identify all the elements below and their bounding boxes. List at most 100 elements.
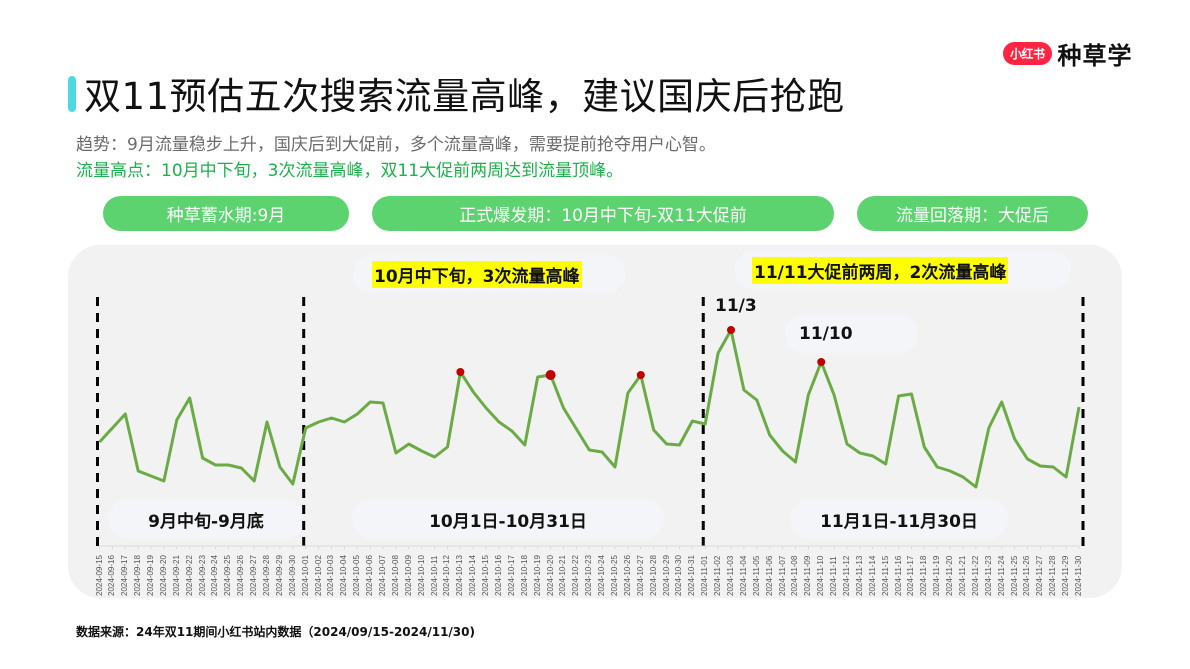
x-axis-label: 2024-11-19 (932, 555, 942, 596)
x-axis-label: 2024-10-23 (584, 555, 594, 596)
x-axis-label: 2024-10-18 (519, 555, 529, 596)
x-axis-label: 2024-10-13 (455, 555, 465, 596)
title-accent-bar (68, 76, 76, 112)
x-axis-label: 2024-10-01 (300, 555, 310, 596)
x-axis-label: 2024-11-12 (842, 555, 851, 596)
x-axis-label: 2024-09-29 (274, 555, 284, 596)
x-axis-label: 2024-11-23 (983, 555, 993, 596)
subtitle-peaks: 流量高点：10月中下旬，3次流量高峰，双11大促前两周达到流量顶峰。 (76, 161, 624, 181)
peak-marker (727, 326, 736, 334)
page-title: 双11预估五次搜索流量高峰，建议国庆后抢跑 (84, 75, 845, 118)
x-axis-label: 2024-11-07 (777, 555, 787, 596)
x-axis-label: 2024-09-27 (249, 555, 259, 596)
brand-name: 种草学 (1057, 42, 1133, 70)
x-axis-label: 2024-10-19 (532, 555, 542, 596)
x-axis-label: 2024-10-07 (378, 555, 388, 596)
peak-pill-bg (785, 315, 918, 353)
x-axis-label: 2024-11-03 (726, 555, 736, 596)
x-axis-label: 2024-10-25 (610, 555, 620, 596)
x-axis-label: 2024-11-13 (854, 555, 864, 596)
phase-pill-seeding: 种草蓄水期:9月 (103, 196, 349, 231)
data-source-note: 数据来源：24年双11期间小红书站内数据（2024/09/15-2024/11/… (76, 625, 475, 639)
x-axis-label: 2024-11-24 (996, 555, 1006, 596)
x-axis-label: 2024-09-20 (158, 555, 168, 596)
subtitle-trend: 趋势：9月流量稳步上升，国庆后到大促前，多个流量高峰，需要提前抢夺用户心智。 (76, 135, 716, 155)
period-pill-september: 9月中旬-9月底 (108, 499, 304, 539)
x-axis-label: 2024-09-15 (94, 555, 104, 596)
peak-label-11-3: 11/3 (715, 296, 757, 316)
x-axis-label: 2024-10-31 (687, 555, 697, 596)
x-axis-label: 2024-10-21 (558, 555, 568, 596)
x-axis-label: 2024-10-24 (597, 555, 607, 596)
peak-marker (456, 368, 465, 376)
x-axis-label: 2024-11-26 (1022, 555, 1032, 596)
x-axis-label: 2024-10-10 (416, 555, 426, 596)
brand-logo: 小红书 种草学 (1003, 36, 1133, 71)
x-axis-label: 2024-11-14 (867, 555, 877, 596)
x-axis-label: 2024-10-16 (494, 555, 504, 596)
x-axis-label: 2024-09-16 (107, 555, 117, 596)
phase-pill-decline: 流量回落期：大促后 (857, 196, 1088, 231)
x-axis-label: 2024-09-30 (287, 555, 297, 596)
x-axis-label: 2024-10-12 (442, 555, 452, 596)
x-axis-label: 2024-11-04 (738, 555, 748, 596)
x-axis-label: 2024-10-11 (429, 555, 439, 596)
peak-markers (456, 326, 826, 380)
x-axis-label: 2024-11-05 (751, 555, 761, 596)
x-axis-label: 2024-11-10 (816, 555, 826, 596)
peak-marker (636, 371, 645, 379)
x-axis-label: 2024-10-22 (571, 555, 581, 596)
x-axis-label: 2024-10-03 (326, 555, 336, 596)
x-axis-label: 2024-11-09 (803, 555, 813, 596)
highlight-october-label: 10月中下旬，3次流量高峰 (372, 260, 582, 288)
x-axis-label: 2024-10-28 (648, 555, 658, 596)
x-axis-label: 2024-10-17 (506, 555, 516, 596)
x-axis-label: 2024-09-21 (171, 555, 181, 596)
period-pill-november: 11月1日-11月30日 (790, 499, 1008, 539)
x-axis-label: 2024-11-29 (1061, 555, 1071, 596)
x-axis-label: 2024-11-28 (1048, 555, 1058, 596)
peak-marker (817, 358, 826, 366)
x-axis-label: 2024-11-17 (906, 555, 916, 596)
x-axis-ticks (99, 546, 1080, 549)
peak-label-11-10: 11/10 (799, 324, 853, 344)
x-axis-label: 2024-11-22 (970, 555, 980, 596)
x-axis-label: 2024-10-14 (468, 555, 478, 596)
x-axis-label: 2024-10-30 (674, 555, 684, 596)
x-axis-label: 2024-11-25 (1009, 555, 1019, 596)
x-axis-label: 2024-09-28 (262, 555, 272, 596)
x-axis-label: 2024-11-02 (713, 555, 723, 596)
highlight-october-peaks: 10月中下旬，3次流量高峰 (353, 255, 625, 293)
x-axis-label: 2024-10-09 (403, 555, 413, 596)
phase-pill-burst: 正式爆发期：10月中下旬-双11大促前 (372, 196, 834, 231)
period-dividers (96, 297, 1085, 546)
x-axis-label: 2024-10-27 (635, 555, 645, 596)
x-axis-label: 2024-09-26 (236, 555, 246, 596)
x-axis-label: 2024-11-16 (893, 555, 903, 596)
xiaohongshu-badge: 小红书 (1003, 42, 1052, 65)
traffic-trend-line (98, 328, 1081, 489)
x-axis-label: 2024-11-11 (829, 556, 839, 596)
x-axis-label: 2024-10-29 (661, 555, 671, 596)
x-axis-label: 2024-10-26 (622, 555, 632, 596)
x-axis-label: 2024-10-20 (545, 555, 555, 596)
x-axis-label: 2024-11-20 (945, 555, 955, 596)
x-axis-label: 2024-10-06 (365, 555, 375, 596)
x-axis-label: 2024-10-05 (352, 555, 362, 596)
x-axis-label: 2024-09-25 (223, 555, 233, 596)
chart-panel (68, 245, 1122, 598)
period-pill-october: 10月1日-10月31日 (352, 499, 664, 539)
x-axis-label: 2024-10-15 (481, 555, 491, 596)
x-axis-label: 2024-11-27 (1035, 555, 1045, 596)
x-axis-label: 2024-11-30 (1074, 555, 1083, 596)
x-axis-label: 2024-11-06 (764, 555, 774, 596)
x-axis-label: 2024-09-18 (133, 555, 143, 596)
x-axis-label: 2024-11-15 (880, 555, 890, 596)
x-axis-label: 2024-09-19 (146, 555, 156, 596)
peak-marker (545, 370, 556, 380)
x-axis-label: 2024-11-08 (790, 555, 800, 596)
x-axis-label: 2024-09-22 (184, 555, 194, 596)
x-axis-label: 2024-10-08 (390, 555, 400, 596)
x-axis-label: 2024-11-18 (919, 555, 929, 596)
